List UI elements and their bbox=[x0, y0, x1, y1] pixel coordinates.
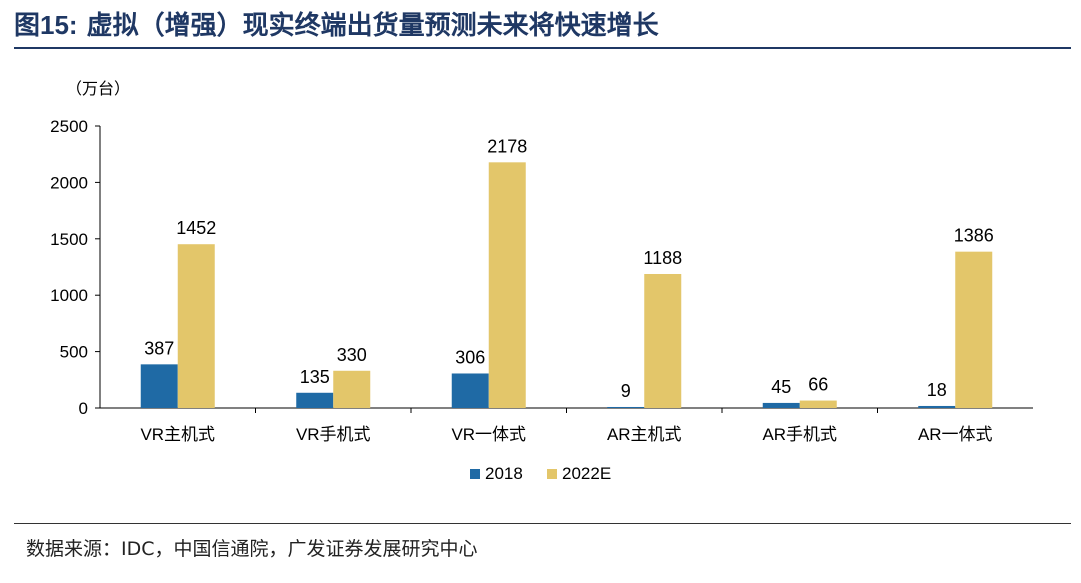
bar-2018 bbox=[918, 405, 956, 408]
bar-2022E bbox=[488, 162, 526, 408]
data-label: 135 bbox=[300, 367, 330, 387]
legend: 2018 2022E bbox=[470, 464, 611, 483]
data-labels: 387 1452 135 330 306 2178 9 1188 45 66 18 1386 bbox=[144, 136, 994, 401]
x-tick-label: VR手机式 bbox=[296, 425, 371, 444]
y-tick-label: 500 bbox=[60, 343, 88, 362]
bar-2018 bbox=[140, 364, 178, 408]
bar-chart: （万台） 0 500 1000 1500 2000 2500 VR主机式 VR手机式 VR一体式… bbox=[50, 80, 1033, 483]
x-tick-label: VR主机式 bbox=[140, 425, 215, 444]
legend-swatch bbox=[470, 469, 480, 479]
data-label: 66 bbox=[808, 375, 828, 395]
legend-label: 2022E bbox=[562, 464, 611, 483]
data-label: 18 bbox=[927, 380, 947, 400]
bar-2018 bbox=[607, 406, 645, 408]
legend-label: 2018 bbox=[485, 464, 523, 483]
bar-2022E bbox=[333, 370, 371, 408]
x-tick-label: AR一体式 bbox=[918, 425, 993, 444]
x-tick-label: VR一体式 bbox=[451, 425, 526, 444]
figure-label: 图15: bbox=[14, 10, 78, 40]
legend-swatch bbox=[547, 469, 557, 479]
y-tick-label: 2000 bbox=[50, 173, 88, 192]
bars bbox=[140, 162, 993, 408]
data-label: 387 bbox=[144, 338, 174, 358]
bar-2022E bbox=[644, 273, 682, 408]
y-axis-unit-label: （万台） bbox=[66, 80, 130, 98]
source-rule bbox=[14, 523, 1071, 524]
data-label: 1188 bbox=[643, 248, 682, 268]
y-tick-label: 2500 bbox=[50, 117, 88, 136]
data-label: 45 bbox=[771, 377, 791, 397]
data-label: 330 bbox=[337, 345, 367, 365]
bar-2022E bbox=[955, 251, 993, 408]
data-label: 306 bbox=[455, 347, 485, 367]
data-label: 1386 bbox=[954, 226, 994, 246]
bar-2022E bbox=[177, 244, 215, 408]
x-tick-label: AR主机式 bbox=[607, 425, 682, 444]
axes: 0 500 1000 1500 2000 2500 VR主机式 VR手机式 VR一体式 AR主机式… bbox=[50, 117, 1033, 444]
bar-2018 bbox=[296, 392, 334, 408]
bar-2018 bbox=[451, 373, 489, 408]
data-label: 1452 bbox=[176, 218, 216, 238]
bar-2022E bbox=[799, 400, 837, 408]
title-rule bbox=[14, 47, 1071, 49]
data-label: 9 bbox=[621, 381, 631, 401]
bar-2018 bbox=[762, 402, 800, 408]
figure-title: 图15: 虚拟（增强）现实终端出货量预测未来将快速增长 bbox=[14, 6, 659, 44]
figure-title-text: 虚拟（增强）现实终端出货量预测未来将快速增长 bbox=[86, 11, 659, 41]
x-tick-label: AR手机式 bbox=[762, 425, 837, 444]
source-note: 数据来源：IDC，中国信通院，广发证券发展研究中心 bbox=[26, 538, 478, 560]
y-tick-label: 1500 bbox=[50, 230, 88, 249]
data-label: 2178 bbox=[487, 136, 527, 156]
y-tick-label: 0 bbox=[79, 399, 88, 418]
y-tick-label: 1000 bbox=[50, 286, 88, 305]
